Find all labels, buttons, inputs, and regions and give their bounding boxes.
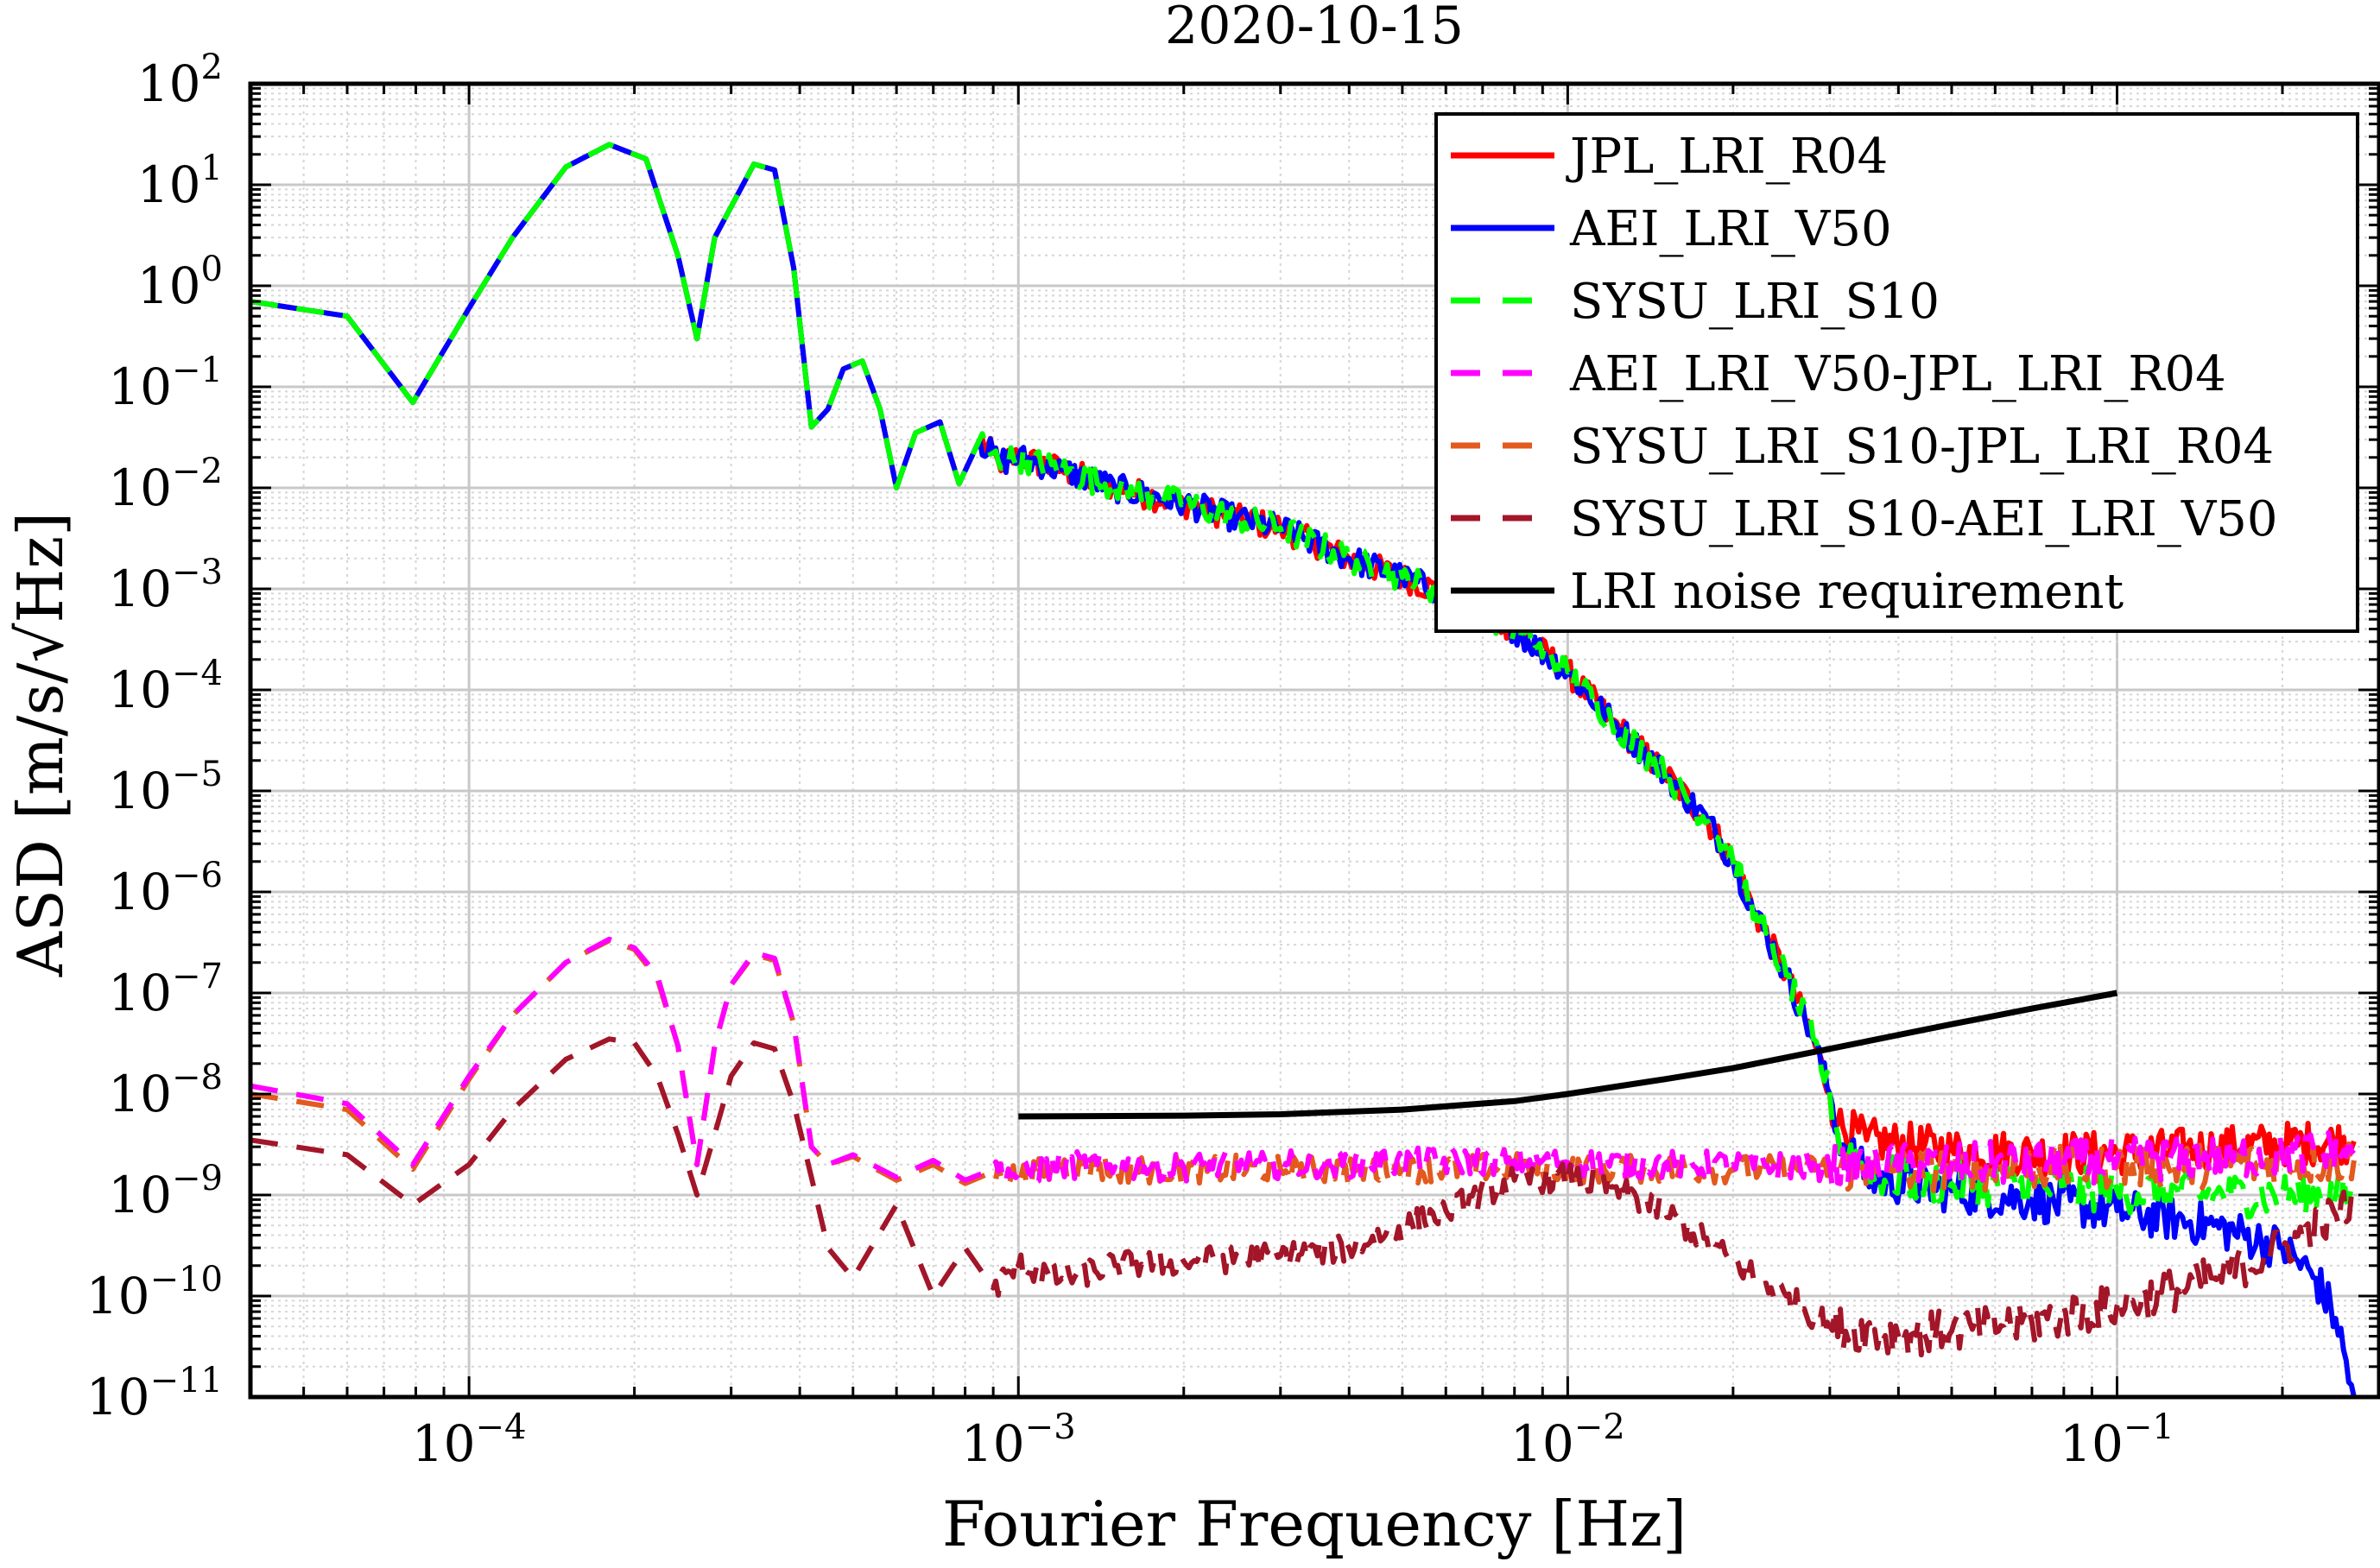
legend-label: LRI noise requirement [1570, 564, 2124, 620]
series-line-aei-lri-v50-jpl-lri-r04 [250, 936, 2357, 1192]
y-tick-label: 10−11 [86, 1361, 223, 1426]
y-tick-labels: 10−11 10−10 10−9 10−8 10−7 10−6 10−5 10−4 10−3 10… [86, 47, 223, 1426]
y-tick-label: 10−3 [108, 553, 223, 618]
series-line-sysu-lri-s10 [250, 142, 2357, 1220]
y-tick-label: 10−4 [108, 654, 223, 719]
x-tick-label: 10−4 [412, 1407, 527, 1473]
legend-label: AEI_LRI_V50 [1569, 201, 1892, 257]
x-tick-label: 10−3 [961, 1407, 1076, 1473]
y-tick-label: 10−8 [108, 1058, 223, 1123]
x-tick-label: 10−1 [2060, 1407, 2174, 1473]
legend-box [1434, 112, 2359, 633]
series-line-lri-noise-requirement [1018, 989, 2118, 1120]
legend: JPL_LRI_R04 AEI_LRI_V50 SYSU_LRI_S10 AEI_LR… [1434, 112, 2359, 633]
legend-label: SYSU_LRI_S10-AEI_LRI_V50 [1570, 491, 2278, 547]
y-tick-label: 10−1 [108, 351, 223, 416]
chart-title: 2020-10-15 [1165, 0, 1464, 56]
axis-ticks [249, 84, 2379, 1399]
legend-items: JPL_LRI_R04 AEI_LRI_V50 SYSU_LRI_S10 AEI_LR… [1451, 129, 2278, 620]
y-tick-label: 100 [137, 250, 223, 315]
y-tick-label: 10−7 [108, 957, 223, 1022]
y-tick-label: 10−6 [108, 856, 223, 921]
legend-label: SYSU_LRI_S10-JPL_LRI_R04 [1570, 419, 2274, 475]
y-tick-label: 102 [137, 47, 223, 113]
legend-label: AEI_LRI_V50-JPL_LRI_R04 [1569, 346, 2226, 402]
legend-label: SYSU_LRI_S10 [1570, 274, 1940, 330]
y-tick-label: 10−10 [86, 1260, 223, 1325]
series-line-sysu-lri-s10-aei-lri-v50 [250, 1036, 2357, 1360]
x-tick-labels: 10−4 10−3 10−2 10−1 [412, 1407, 2174, 1473]
y-tick-label: 10−9 [108, 1159, 223, 1224]
plot-frame [248, 81, 2380, 1400]
x-axis-label: Fourier Frequency [Hz] [942, 1488, 1687, 1560]
y-axis-label: ASD [m/s/√Hz] [4, 512, 77, 977]
y-tick-label: 10−2 [108, 452, 223, 517]
series-layer [250, 142, 2357, 1398]
legend-label: JPL_LRI_R04 [1566, 129, 1888, 185]
series-line-aei-lri-v50 [250, 142, 2357, 1398]
y-tick-label: 10−5 [108, 755, 223, 820]
x-tick-label: 10−2 [1510, 1407, 1625, 1473]
y-tick-label: 101 [137, 149, 223, 214]
